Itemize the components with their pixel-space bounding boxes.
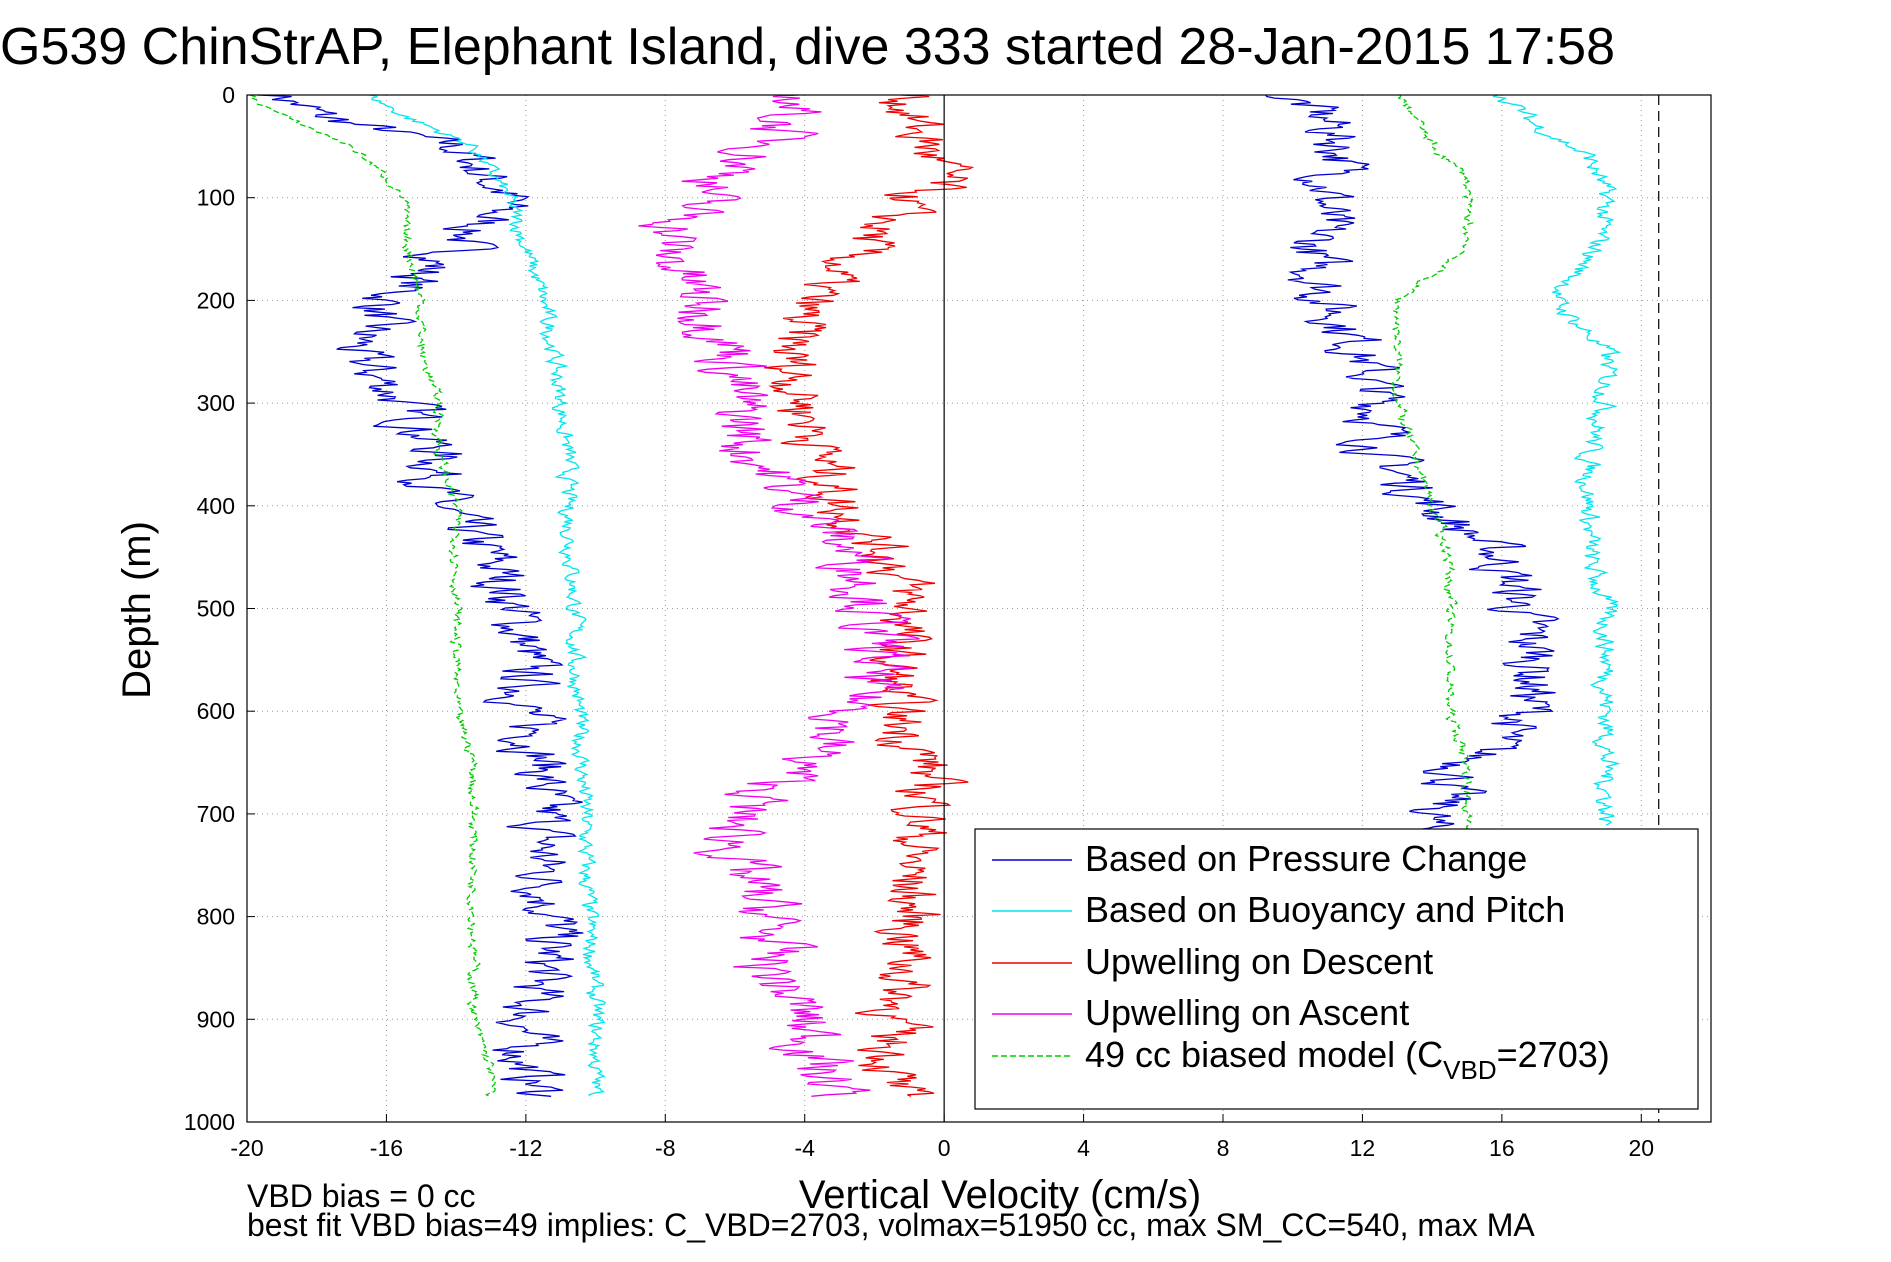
y-tick-label: 900 (197, 1006, 235, 1032)
x-tick-label: -8 (655, 1135, 675, 1161)
x-tick-label: 0 (938, 1135, 951, 1161)
x-tick-label: 12 (1350, 1135, 1376, 1161)
y-tick-label: 100 (197, 185, 235, 211)
footer-line-1: VBD bias = 0 cc (247, 1178, 476, 1214)
x-tick-label: 16 (1489, 1135, 1515, 1161)
y-tick-label: 500 (197, 596, 235, 622)
legend: Based on Pressure Change Based on Buoyanc… (974, 828, 1699, 1110)
x-tick-label: -12 (509, 1135, 542, 1161)
plot-frame (246, 94, 1712, 1123)
y-tick-label: 400 (197, 493, 235, 519)
series-layer (249, 94, 1622, 1097)
footer-line-2: best fit VBD bias=49 implies: C_VBD=2703… (247, 1207, 1535, 1243)
legend-label-4: 49 cc biased model (CVBD=2703) (1085, 1034, 1610, 1085)
y-tick-label: 800 (197, 904, 235, 930)
y-tick-label: 700 (197, 801, 235, 827)
series-line-7 (1391, 94, 1475, 840)
legend-label-0: Based on Pressure Change (1085, 838, 1527, 879)
y-tick-label: 600 (197, 698, 235, 724)
y-axis-label: Depth (m) (115, 521, 159, 699)
x-tick-label: 20 (1628, 1135, 1654, 1161)
legend-box (974, 828, 1699, 1110)
y-tick-label: 200 (197, 287, 235, 313)
x-tick-label: 8 (1217, 1135, 1230, 1161)
legend-label-1: Based on Buoyancy and Pitch (1085, 889, 1565, 930)
legend-label-3: Upwelling on Ascent (1085, 992, 1409, 1033)
chart-title: G539 ChinStrAP, Elephant Island, dive 33… (0, 18, 1615, 76)
series-line-3 (1492, 94, 1622, 826)
series-line-0 (257, 94, 584, 1097)
y-tick-label: 300 (197, 390, 235, 416)
y-tick-label: 0 (222, 82, 235, 108)
series-line-1 (1265, 94, 1560, 840)
legend-label-2: Upwelling on Descent (1085, 941, 1433, 982)
x-tick-label: 4 (1077, 1135, 1090, 1161)
series-line-6 (249, 94, 497, 1097)
x-tick-labels: -20 -16 -12 -8 -4 0 4 8 12 16 20 (230, 1135, 1654, 1161)
x-tick-label: -20 (230, 1135, 263, 1161)
series-line-2 (369, 94, 607, 1097)
y-tick-label: 1000 (184, 1109, 235, 1135)
y-tick-labels: 0 100 200 300 400 500 600 700 800 900 1000 (184, 82, 235, 1135)
x-tick-label: -16 (370, 1135, 403, 1161)
x-axis-label: Vertical Velocity (cm/s) (799, 1173, 1201, 1217)
x-tick-label: -4 (794, 1135, 815, 1161)
series-line-5 (638, 94, 920, 1097)
series-line-4 (764, 94, 975, 1097)
